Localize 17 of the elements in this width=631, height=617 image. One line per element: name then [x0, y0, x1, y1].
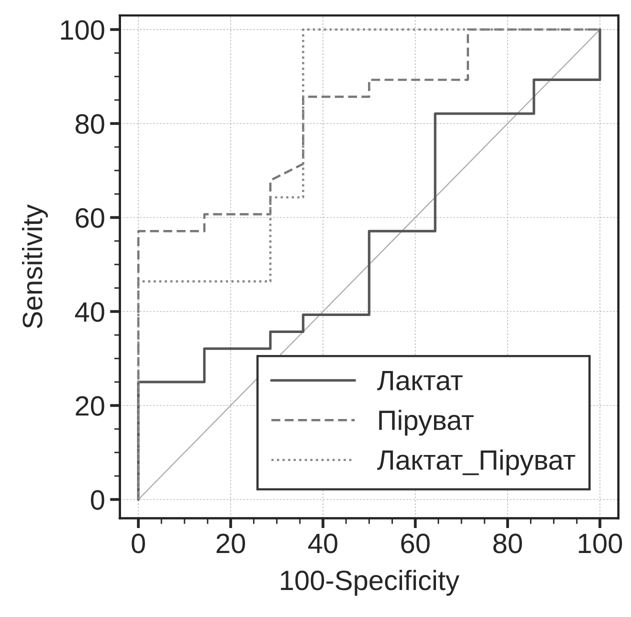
- x-axis-title: 100-Specificity: [280, 570, 460, 596]
- x-tick-label: 60: [401, 534, 430, 554]
- y-tick-label: 80: [76, 114, 104, 134]
- y-tick-label: 20: [76, 396, 104, 416]
- x-tick-label: 0: [132, 534, 145, 554]
- y-tick-label: 60: [76, 208, 104, 228]
- y-tick-label: 100: [61, 20, 104, 40]
- legend-label: Піруват: [379, 410, 474, 436]
- y-tick-label: 0: [90, 490, 104, 510]
- y-axis-title: Sensitivity: [22, 204, 48, 328]
- y-tick-label: 40: [75, 302, 104, 322]
- x-tick-label: 80: [493, 534, 522, 554]
- x-tick-label: 40: [308, 534, 338, 554]
- legend-label: Лактат_Піруват: [377, 450, 576, 476]
- legend-label: Лактат: [377, 370, 463, 390]
- x-tick-label: 100: [578, 534, 622, 554]
- x-tick-label: 20: [216, 534, 246, 554]
